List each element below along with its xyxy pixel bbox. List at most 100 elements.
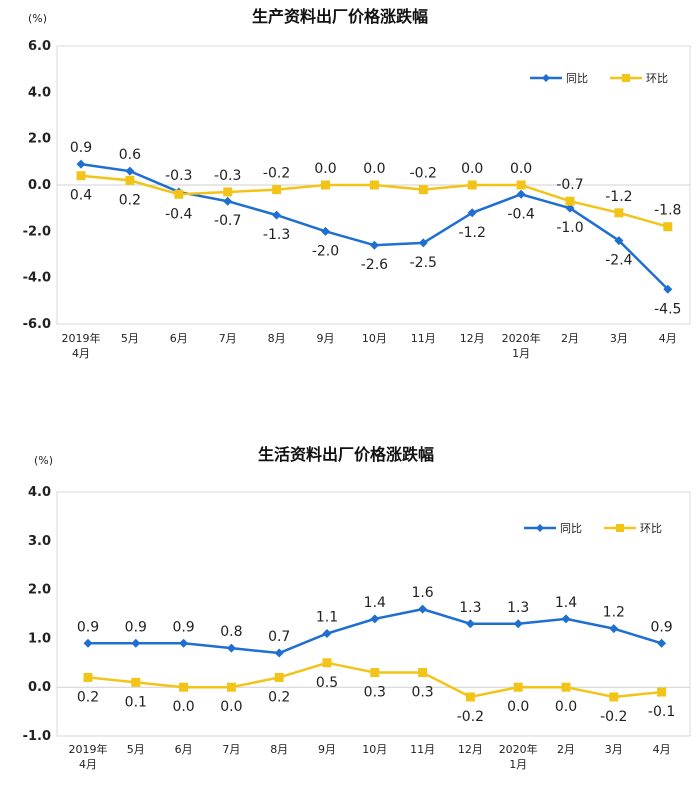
data-point-marker	[369, 240, 379, 250]
data-label: 0.0	[510, 161, 532, 177]
data-label: -0.1	[648, 704, 675, 720]
data-point-marker	[179, 682, 189, 692]
data-label: 0.6	[119, 147, 141, 163]
data-point-marker	[369, 180, 379, 190]
data-label: 0.1	[125, 694, 147, 710]
x-tick-label: 7月	[219, 332, 237, 345]
data-label: 0.9	[77, 619, 99, 635]
x-tick-label: 5月	[121, 332, 139, 345]
x-tick-label: 7月	[222, 743, 240, 756]
y-tick-label: 0.0	[28, 680, 51, 695]
data-point-marker	[418, 668, 428, 678]
data-label: 1.1	[316, 610, 338, 626]
data-label: 1.3	[507, 600, 529, 616]
data-point-marker	[83, 672, 93, 682]
data-point-marker	[561, 682, 571, 692]
y-tick-label: 1.0	[28, 631, 51, 646]
y-tick-label: 3.0	[28, 534, 51, 549]
data-label: -0.4	[507, 206, 534, 222]
data-label: 1.4	[555, 595, 577, 611]
data-label: 0.0	[220, 699, 242, 715]
x-tick-label: 9月	[317, 332, 335, 345]
x-tick-label: 8月	[270, 743, 288, 756]
x-tick-label: 2月	[561, 332, 579, 345]
data-point-marker	[179, 638, 189, 648]
data-label: -0.2	[410, 166, 437, 182]
x-tick-label: 12月	[458, 743, 483, 756]
data-label: 1.2	[603, 605, 625, 621]
data-point-marker	[223, 187, 233, 197]
data-point-marker	[465, 619, 475, 629]
x-tick-label: 2019年 4月	[62, 331, 101, 360]
x-tick-label: 10月	[362, 743, 387, 756]
legend-item: 环比	[604, 522, 662, 535]
data-label: -0.3	[214, 168, 241, 184]
data-point-marker	[614, 236, 624, 246]
data-label: -0.2	[457, 709, 484, 725]
data-label: 0.8	[220, 624, 242, 640]
data-label: -0.3	[165, 168, 192, 184]
data-label: -2.0	[312, 243, 339, 259]
data-point-marker	[657, 687, 667, 697]
data-label: 0.0	[555, 699, 577, 715]
data-label: -2.5	[410, 255, 437, 271]
legend-label: 环比	[640, 522, 662, 535]
data-point-marker	[272, 185, 282, 195]
legend-label: 同比	[560, 522, 582, 535]
data-point-marker	[223, 196, 233, 206]
y-tick-label: -4.0	[23, 271, 51, 286]
x-tick-label: 12月	[460, 332, 485, 345]
data-point-marker	[321, 226, 330, 236]
x-tick-label: 4月	[653, 743, 671, 756]
y-tick-label: -1.0	[23, 729, 51, 744]
data-point-marker	[513, 682, 523, 692]
data-label: -0.2	[263, 166, 290, 182]
data-point-marker	[657, 638, 667, 648]
data-label: 0.0	[363, 161, 385, 177]
data-point-marker	[131, 677, 141, 687]
data-label: 0.2	[268, 689, 290, 705]
chart-title: 生产资料出厂价格涨跌幅	[252, 7, 428, 26]
data-point-marker	[272, 210, 282, 220]
x-tick-label: 6月	[170, 332, 188, 345]
data-label: 0.0	[172, 699, 194, 715]
data-label: -2.4	[605, 253, 632, 269]
data-point-marker	[663, 222, 673, 232]
data-point-marker	[131, 638, 141, 648]
x-tick-label: 3月	[610, 332, 628, 345]
consumer-goods-chart: 生活资料出厂价格涨跌幅 (%) 4.0 3.0 2.0 1.0 0.0 -1.0 2019年…	[0, 440, 700, 792]
data-label: 0.2	[119, 192, 141, 208]
y-tick-label: 2.0	[28, 583, 51, 598]
data-point-marker	[516, 189, 526, 199]
x-tick-label: 11月	[410, 743, 435, 756]
data-label: 0.7	[268, 629, 290, 645]
x-tick-label: 8月	[268, 332, 286, 345]
data-point-marker	[322, 629, 332, 639]
data-label: -2.6	[361, 257, 388, 273]
x-tick-label: 2020年 1月	[502, 331, 541, 360]
x-tick-label: 10月	[362, 332, 387, 345]
data-point-marker	[83, 638, 93, 648]
data-label: -0.4	[165, 206, 192, 222]
y-tick-label: -2.0	[23, 224, 51, 239]
legend-label: 环比	[646, 72, 668, 85]
chart-title: 生活资料出厂价格涨跌幅	[258, 445, 434, 464]
unit-label: (%)	[34, 454, 53, 467]
x-tick-label: 6月	[175, 743, 193, 756]
data-label: 0.3	[364, 685, 386, 701]
data-label: 1.6	[411, 585, 433, 601]
legend-item: 环比	[610, 72, 668, 85]
data-point-marker	[467, 208, 477, 218]
data-point-marker	[565, 203, 575, 213]
data-label: -0.7	[556, 177, 583, 193]
data-label: 0.0	[314, 161, 336, 177]
data-label: -4.5	[654, 301, 681, 317]
data-label: 0.9	[172, 619, 194, 635]
data-label: 0.9	[650, 619, 672, 635]
y-tick-label: 2.0	[28, 132, 51, 147]
plot-area	[56, 491, 691, 737]
data-label: -0.2	[600, 709, 627, 725]
data-label: 0.9	[70, 140, 92, 156]
data-point-marker	[418, 238, 428, 248]
legend-marker	[622, 74, 630, 82]
